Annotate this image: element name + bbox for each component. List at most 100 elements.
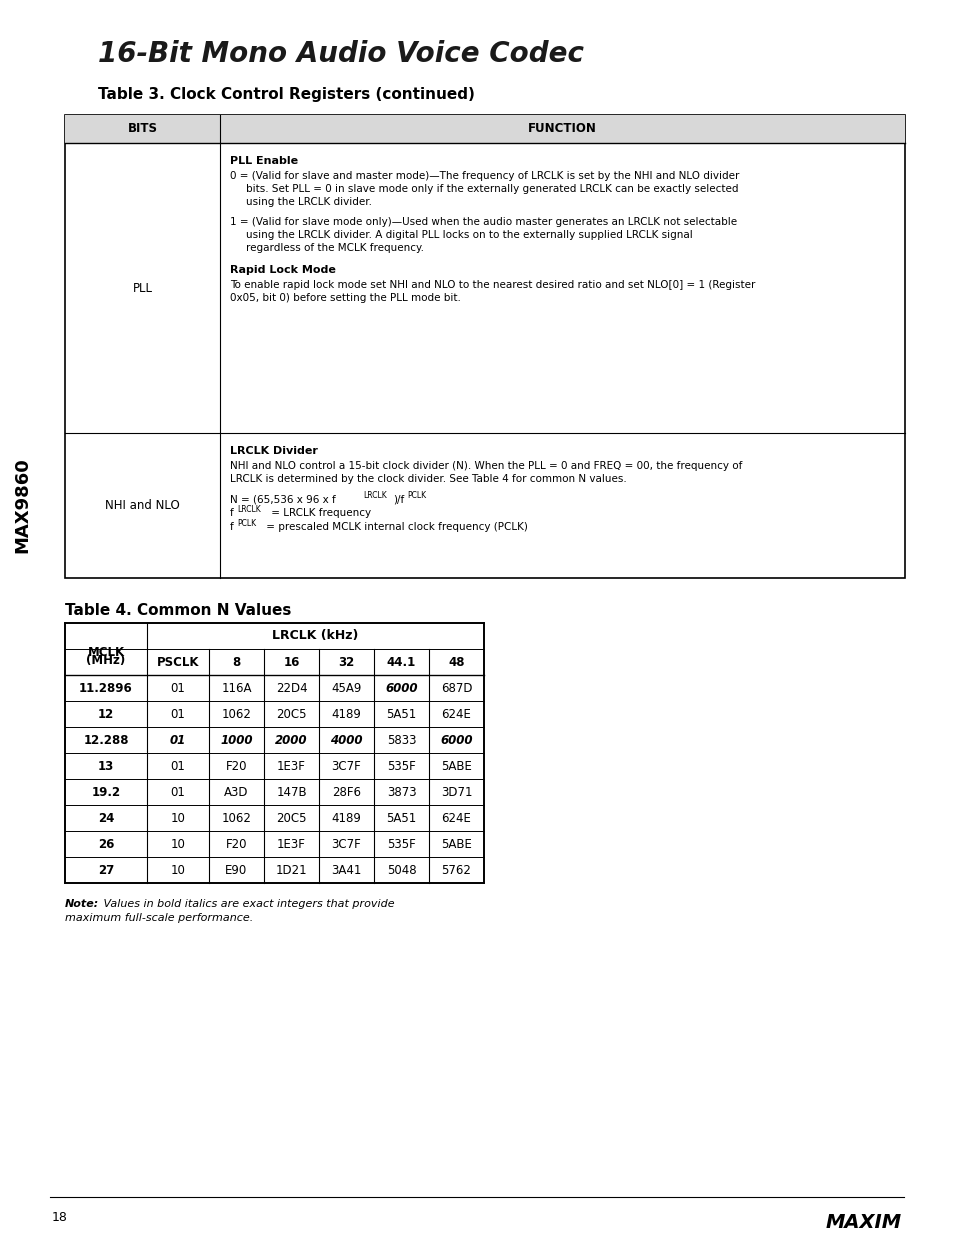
Text: LRCLK: LRCLK	[363, 492, 386, 500]
Text: (MHz): (MHz)	[87, 655, 126, 667]
Text: 6000: 6000	[385, 682, 417, 694]
Text: 1 = (Valid for slave mode only)—Used when the audio master generates an LRCLK no: 1 = (Valid for slave mode only)—Used whe…	[230, 217, 737, 227]
Text: 20C5: 20C5	[276, 811, 307, 825]
Text: 535F: 535F	[387, 760, 416, 773]
Text: FUNCTION: FUNCTION	[528, 122, 597, 136]
Text: NHI and NLO: NHI and NLO	[105, 499, 180, 513]
Text: 45A9: 45A9	[331, 682, 361, 694]
Text: 6000: 6000	[439, 734, 473, 746]
Text: MCLK: MCLK	[88, 646, 125, 659]
Text: BITS: BITS	[128, 122, 157, 136]
Text: 5762: 5762	[441, 863, 471, 877]
Text: 28F6: 28F6	[332, 785, 360, 799]
Text: 22D4: 22D4	[275, 682, 307, 694]
Text: 10: 10	[171, 811, 185, 825]
Text: LRCLK Divider: LRCLK Divider	[230, 446, 317, 456]
Text: maximum full-scale performance.: maximum full-scale performance.	[65, 913, 253, 923]
Text: bits. Set PLL = 0 in slave mode only if the externally generated LRCLK can be ex: bits. Set PLL = 0 in slave mode only if …	[246, 184, 738, 194]
Text: 3C7F: 3C7F	[332, 837, 361, 851]
Text: 5A51: 5A51	[386, 708, 416, 720]
Text: 1E3F: 1E3F	[276, 760, 306, 773]
Text: 01: 01	[170, 734, 186, 746]
Text: MAX9860: MAX9860	[13, 457, 30, 553]
Text: 3D71: 3D71	[440, 785, 472, 799]
Text: 624E: 624E	[441, 811, 471, 825]
Text: 26: 26	[98, 837, 114, 851]
Text: 1062: 1062	[221, 811, 252, 825]
Text: 12: 12	[98, 708, 114, 720]
Text: 01: 01	[171, 708, 185, 720]
Text: LRCLK: LRCLK	[236, 505, 260, 514]
Text: 10: 10	[171, 863, 185, 877]
Text: 10: 10	[171, 837, 185, 851]
Text: 24: 24	[98, 811, 114, 825]
Text: regardless of the MCLK frequency.: regardless of the MCLK frequency.	[246, 243, 423, 253]
Text: A3D: A3D	[224, 785, 249, 799]
Text: using the LRCLK divider. A digital PLL locks on to the externally supplied LRCLK: using the LRCLK divider. A digital PLL l…	[246, 230, 692, 240]
Bar	[65, 115, 904, 143]
Text: MAXIM: MAXIM	[825, 1213, 901, 1233]
Text: = LRCLK frequency: = LRCLK frequency	[268, 508, 371, 517]
Text: 48: 48	[448, 656, 464, 668]
Text: 44.1: 44.1	[387, 656, 416, 668]
Text: Rapid Lock Mode: Rapid Lock Mode	[230, 266, 335, 275]
Text: 147B: 147B	[276, 785, 307, 799]
Text: PLL Enable: PLL Enable	[230, 156, 297, 165]
Text: E90: E90	[225, 863, 248, 877]
Text: 5048: 5048	[386, 863, 416, 877]
Text: 4000: 4000	[330, 734, 362, 746]
Bar	[65, 115, 904, 578]
Text: 1D21: 1D21	[275, 863, 307, 877]
Text: 3873: 3873	[386, 785, 416, 799]
Text: 0 = (Valid for slave and master mode)—The frequency of LRCLK is set by the NHI a: 0 = (Valid for slave and master mode)—Th…	[230, 170, 739, 182]
Text: NHI and NLO control a 15-bit clock divider (N). When the PLL = 0 and FREQ = 00, : NHI and NLO control a 15-bit clock divid…	[230, 461, 741, 471]
Text: 01: 01	[171, 760, 185, 773]
Text: 11.2896: 11.2896	[79, 682, 132, 694]
Text: PSCLK: PSCLK	[156, 656, 199, 668]
Text: 16-Bit Mono Audio Voice Codec: 16-Bit Mono Audio Voice Codec	[98, 40, 583, 68]
Text: F20: F20	[226, 837, 247, 851]
Text: PLL: PLL	[132, 282, 152, 294]
Text: 5ABE: 5ABE	[440, 760, 472, 773]
Text: 19.2: 19.2	[91, 785, 120, 799]
Text: 4189: 4189	[332, 708, 361, 720]
Text: 3C7F: 3C7F	[332, 760, 361, 773]
Text: 624E: 624E	[441, 708, 471, 720]
Text: Table 3. Clock Control Registers (continued): Table 3. Clock Control Registers (contin…	[98, 86, 475, 103]
Text: f: f	[230, 508, 233, 517]
Text: 4189: 4189	[332, 811, 361, 825]
Text: using the LRCLK divider.: using the LRCLK divider.	[246, 198, 372, 207]
Text: 687D: 687D	[440, 682, 472, 694]
Text: = prescaled MCLK internal clock frequency (PCLK): = prescaled MCLK internal clock frequenc…	[263, 522, 527, 532]
Text: PCLK: PCLK	[407, 492, 426, 500]
Text: Table 4. Common N Values: Table 4. Common N Values	[65, 603, 291, 618]
Text: 5ABE: 5ABE	[440, 837, 472, 851]
Text: 13: 13	[98, 760, 114, 773]
Text: 5833: 5833	[386, 734, 416, 746]
Text: 2000: 2000	[275, 734, 308, 746]
Text: 16: 16	[283, 656, 299, 668]
Text: f: f	[230, 522, 233, 532]
Text: 5A51: 5A51	[386, 811, 416, 825]
Text: Values in bold italics are exact integers that provide: Values in bold italics are exact integer…	[100, 899, 395, 909]
Text: LRCLK is determined by the clock divider. See Table 4 for common N values.: LRCLK is determined by the clock divider…	[230, 474, 626, 484]
Text: 1E3F: 1E3F	[276, 837, 306, 851]
Text: 32: 32	[338, 656, 355, 668]
Text: Note:: Note:	[65, 899, 99, 909]
Text: 27: 27	[98, 863, 114, 877]
Text: 12.288: 12.288	[83, 734, 129, 746]
Text: LRCLK (kHz): LRCLK (kHz)	[272, 630, 358, 642]
Text: PCLK: PCLK	[236, 519, 255, 529]
Text: 1000: 1000	[220, 734, 253, 746]
Text: 01: 01	[171, 785, 185, 799]
Text: )/f: )/f	[393, 494, 404, 504]
Text: To enable rapid lock mode set NHI and NLO to the nearest desired ratio and set N: To enable rapid lock mode set NHI and NL…	[230, 280, 755, 290]
Text: 116A: 116A	[221, 682, 252, 694]
Text: 0x05, bit 0) before setting the PLL mode bit.: 0x05, bit 0) before setting the PLL mode…	[230, 293, 460, 303]
Text: 535F: 535F	[387, 837, 416, 851]
Text: 20C5: 20C5	[276, 708, 307, 720]
Text: 1062: 1062	[221, 708, 252, 720]
Text: F20: F20	[226, 760, 247, 773]
Text: 01: 01	[171, 682, 185, 694]
Text: N = (65,536 x 96 x f: N = (65,536 x 96 x f	[230, 494, 335, 504]
